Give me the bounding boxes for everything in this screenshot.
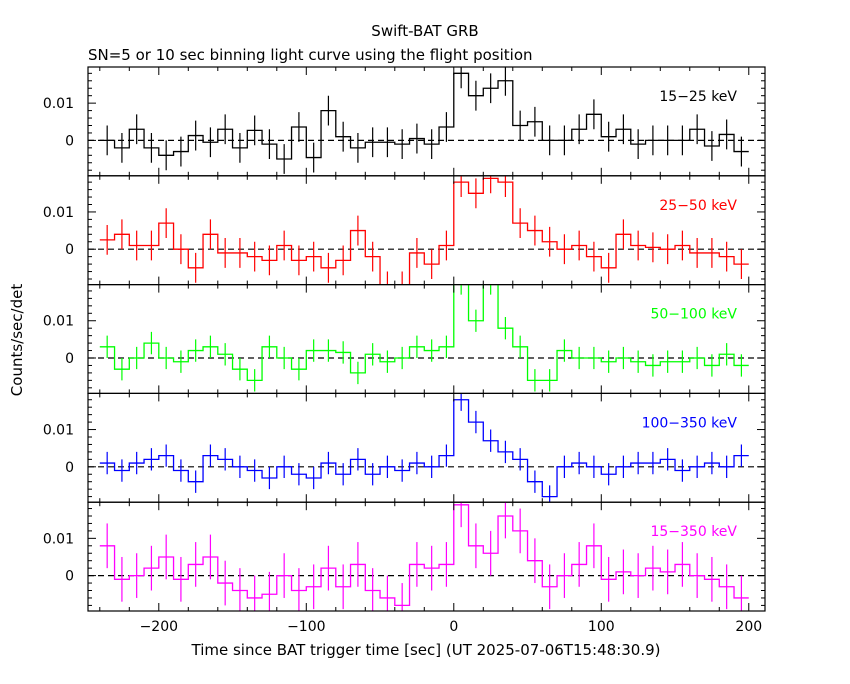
energy-band-label: 100−350 keV (642, 415, 738, 431)
y-axis-label: Counts/sec/det (8, 284, 26, 397)
y-tick-label: 0 (65, 351, 74, 367)
light-curve-step (99, 399, 749, 498)
chart-title: Swift-BAT GRB (371, 22, 478, 40)
x-tick-label: 100 (588, 619, 615, 635)
y-tick-label: 0 (65, 569, 74, 585)
chart-subtitle: SN=5 or 10 sec binning light curve using… (88, 46, 533, 64)
light-curve-step (99, 504, 749, 607)
light-curve-step (99, 284, 749, 382)
panel-2: 0 0.01 50−100 keV (43, 284, 766, 395)
y-tick-label: 0.01 (43, 531, 74, 547)
y-tick-label: 0.01 (43, 423, 74, 439)
energy-band-label: 15−25 keV (659, 89, 737, 105)
series-2 (99, 284, 749, 392)
panel-0: 0 0.01 15−25 keV (43, 66, 766, 177)
panel-3: 0 0.01 100−350 keV (43, 392, 766, 503)
y-tick-label: 0.01 (43, 96, 74, 112)
light-curve-step (99, 177, 749, 285)
panel-4: 0 0.01 15−350 keV (43, 501, 766, 612)
panel-1: 0 0.01 25−50 keV (43, 175, 766, 286)
x-tick-label: 200 (735, 619, 762, 635)
y-tick-label: 0 (65, 133, 74, 149)
series-4 (99, 502, 749, 611)
series-1 (99, 175, 749, 285)
panel-frame (87, 392, 766, 503)
light-curve-step (99, 72, 749, 160)
energy-band-label: 50−100 keV (650, 307, 737, 323)
x-axis-label: Time since BAT trigger time [sec] (UT 20… (191, 641, 661, 659)
y-tick-label: 0 (65, 460, 74, 476)
series-3 (99, 393, 749, 503)
panel-frame (87, 284, 766, 395)
x-tick-label: −100 (287, 619, 325, 635)
y-tick-label: 0.01 (43, 314, 74, 330)
energy-band-label: 15−350 keV (650, 524, 737, 540)
series-0 (99, 67, 749, 174)
panel-frame (87, 66, 766, 177)
panel-frame (87, 501, 766, 612)
y-tick-label: 0.01 (43, 205, 74, 221)
y-tick-label: 0 (65, 242, 74, 258)
energy-band-label: 25−50 keV (659, 198, 737, 214)
x-tick-label: 0 (449, 619, 458, 635)
x-tick-label: −200 (140, 619, 178, 635)
